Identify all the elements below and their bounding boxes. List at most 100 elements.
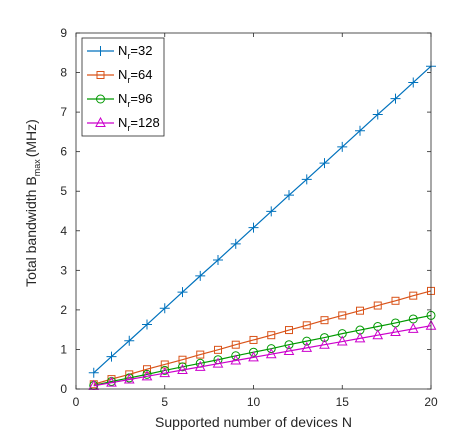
legend-label: Nr=64	[118, 67, 152, 85]
data-point	[409, 291, 418, 300]
data-point	[231, 351, 241, 361]
legend-label: Nr=128	[118, 115, 160, 133]
data-point	[408, 77, 419, 88]
y-tick-label: 3	[60, 263, 67, 277]
data-point	[160, 365, 170, 375]
data-point	[407, 322, 419, 333]
axis-ticks: 0 5 10 15 20 0 1 2 3 4 5 6 7 8 9	[60, 26, 438, 409]
legend-item: Nr=96	[87, 91, 152, 109]
data-point	[196, 350, 205, 359]
data-point	[159, 367, 171, 378]
data-point	[320, 316, 329, 325]
data-point	[356, 306, 364, 315]
data-point	[230, 354, 242, 365]
data-point	[354, 332, 366, 343]
y-axis-label-main: Total bandwidth B	[23, 176, 39, 287]
data-point	[319, 338, 330, 349]
data-point	[301, 341, 313, 352]
data-point	[266, 206, 277, 217]
data-point	[178, 362, 187, 372]
legend-marker	[96, 71, 105, 79]
data-point	[265, 348, 277, 359]
legend-item: Nr=32	[87, 43, 152, 61]
series-3	[88, 319, 437, 390]
data-point	[284, 340, 294, 350]
data-point	[159, 303, 170, 314]
legend-box	[81, 37, 165, 137]
data-point	[337, 141, 348, 152]
legend: Nr=32 Nr=64 Nr=96 Nr=128	[81, 37, 165, 137]
data-point	[106, 376, 117, 387]
data-point	[320, 333, 329, 343]
legend-marker	[96, 94, 105, 104]
series-line	[93, 65, 432, 374]
data-point	[391, 296, 400, 305]
data-point	[337, 329, 347, 339]
y-axis-label: Total bandwidth Bmax (MHz)	[23, 119, 42, 287]
data-point	[336, 335, 348, 346]
data-point	[141, 370, 153, 381]
y-axis-label-unit: (MHz)	[23, 119, 39, 157]
y-tick-label: 6	[60, 145, 67, 159]
data-point	[177, 363, 188, 375]
data-point	[372, 109, 383, 120]
legend-label: Nr=32	[118, 43, 152, 61]
data-point	[123, 373, 135, 384]
data-point	[213, 255, 223, 266]
x-axis-label: Supported number of devices N	[155, 414, 352, 430]
x-tick-label: 15	[336, 395, 350, 409]
x-tick-label: 0	[73, 395, 80, 409]
series-line	[93, 314, 432, 387]
data-point	[88, 367, 99, 378]
data-point	[390, 93, 401, 104]
data-point	[212, 357, 224, 368]
data-point	[266, 344, 276, 354]
data-point	[373, 301, 382, 310]
y-axis-label-sub: max	[32, 159, 42, 177]
data-point	[284, 190, 294, 201]
series-layer	[88, 61, 437, 390]
data-point	[195, 270, 206, 281]
y-tick-label: 4	[60, 224, 67, 238]
data-point	[283, 344, 295, 356]
data-point	[267, 331, 276, 340]
series-0	[88, 61, 436, 378]
data-point	[302, 336, 312, 346]
data-point	[248, 222, 259, 233]
data-point	[248, 351, 259, 362]
data-point	[214, 345, 222, 354]
data-point	[301, 174, 312, 185]
data-point	[143, 365, 151, 374]
y-tick-label: 0	[60, 382, 67, 396]
data-point	[319, 158, 330, 169]
data-point	[249, 335, 258, 344]
y-tick-label: 2	[60, 303, 67, 317]
legend-marker	[95, 116, 106, 127]
legend-item: Nr=64	[87, 67, 152, 85]
legend-label: Nr=96	[118, 91, 152, 109]
x-tick-label: 20	[424, 395, 438, 409]
data-point	[231, 340, 240, 349]
legend-item: Nr=128	[87, 115, 160, 133]
data-point	[390, 325, 401, 337]
data-point	[338, 311, 347, 320]
data-point	[177, 287, 188, 298]
data-point	[249, 347, 258, 357]
y-tick-label: 7	[60, 105, 67, 119]
y-tick-label: 5	[60, 184, 67, 198]
y-tick-label: 8	[60, 66, 67, 80]
data-point	[106, 351, 117, 362]
data-point	[372, 329, 384, 340]
data-point	[285, 326, 293, 335]
data-point	[355, 125, 365, 136]
y-tick-label: 9	[60, 26, 67, 40]
data-point	[124, 335, 135, 346]
data-point	[230, 238, 241, 249]
y-tick-label: 1	[60, 342, 67, 356]
x-tick-label: 10	[247, 395, 261, 409]
legend-marker	[95, 46, 106, 56]
series-line	[93, 290, 432, 385]
x-tick-label: 5	[161, 395, 168, 409]
data-point	[194, 360, 206, 371]
